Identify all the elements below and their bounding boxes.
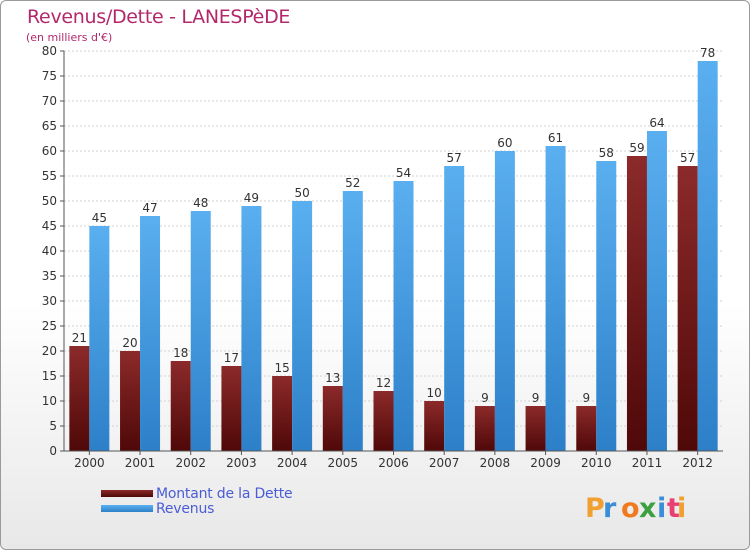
bar-dette <box>525 406 546 451</box>
chart-title: Revenus/Dette - LANESPèDE <box>27 6 291 28</box>
y-tick-label: 0 <box>49 444 57 458</box>
y-tick-label: 25 <box>42 319 57 333</box>
legend-label-dette: Montant de la Dette <box>156 486 293 502</box>
data-label: 59 <box>629 141 644 155</box>
data-label: 9 <box>582 391 590 405</box>
bar-dette <box>424 401 445 451</box>
data-label: 61 <box>548 131 563 145</box>
y-tick-label: 70 <box>42 94 57 108</box>
y-tick-label: 10 <box>42 394 57 408</box>
x-tick-label: 2001 <box>125 456 156 470</box>
bar-revenus <box>596 161 617 451</box>
y-tick-label: 45 <box>42 219 57 233</box>
bar-revenus <box>241 206 262 451</box>
y-tick-label: 35 <box>42 269 57 283</box>
bar-revenus <box>545 146 566 451</box>
bar-revenus <box>646 131 667 451</box>
bar-revenus <box>292 201 313 451</box>
data-label: 15 <box>274 361 289 375</box>
y-tick-label: 50 <box>42 194 57 208</box>
bar-revenus <box>190 211 211 451</box>
bar-dette <box>373 391 394 451</box>
data-label: 17 <box>224 351 239 365</box>
bar-revenus <box>697 61 718 451</box>
bar-dette <box>272 376 293 451</box>
x-tick-label: 2000 <box>74 456 105 470</box>
bar-dette <box>677 166 698 451</box>
bar-dette <box>170 361 191 451</box>
y-tick-label: 80 <box>42 44 57 58</box>
legend-label-revenus: Revenus <box>156 501 215 517</box>
bar-revenus <box>140 216 161 451</box>
data-label: 54 <box>396 166 411 180</box>
x-tick-label: 2007 <box>429 456 460 470</box>
bar-dette <box>576 406 597 451</box>
data-label: 58 <box>599 146 614 160</box>
data-label: 49 <box>244 191 259 205</box>
data-label: 18 <box>173 346 188 360</box>
logo-letter: o <box>621 493 640 524</box>
bar-dette <box>474 406 495 451</box>
data-label: 57 <box>680 151 695 165</box>
y-tick-label: 15 <box>42 369 57 383</box>
y-tick-label: 40 <box>42 244 57 258</box>
bar-dette <box>69 346 90 451</box>
logo-letter: x <box>639 493 656 524</box>
logo-letter: i <box>657 493 666 524</box>
bar-revenus <box>89 226 110 451</box>
x-tick-label: 2006 <box>378 456 409 470</box>
x-tick-label: 2009 <box>530 456 561 470</box>
logo-letter: r <box>603 493 617 524</box>
data-label: 47 <box>142 201 157 215</box>
legend-swatch-dette <box>101 490 153 497</box>
x-tick-label: 2011 <box>632 456 663 470</box>
data-label: 9 <box>532 391 540 405</box>
data-label: 60 <box>497 136 512 150</box>
logo-letter: i <box>677 493 686 524</box>
data-label: 52 <box>345 176 360 190</box>
logo-letter: t <box>667 493 680 524</box>
data-label: 10 <box>427 386 442 400</box>
legend-swatch-revenus <box>101 505 153 512</box>
bar-revenus <box>393 181 414 451</box>
bar-dette <box>221 366 242 451</box>
y-tick-label: 65 <box>42 119 57 133</box>
data-label: 57 <box>447 151 462 165</box>
y-tick-label: 5 <box>49 419 57 433</box>
y-tick-label: 75 <box>42 69 57 83</box>
bar-revenus <box>444 166 465 451</box>
bar-dette <box>626 156 647 451</box>
data-label: 45 <box>92 211 107 225</box>
data-label: 64 <box>649 116 664 130</box>
data-label: 20 <box>122 336 137 350</box>
y-tick-label: 55 <box>42 169 57 183</box>
data-label: 78 <box>700 46 715 60</box>
x-tick-label: 2010 <box>581 456 612 470</box>
data-label: 9 <box>481 391 489 405</box>
logo-letter: P <box>585 493 605 524</box>
bar-revenus <box>342 191 363 451</box>
data-label: 50 <box>294 186 309 200</box>
data-label: 48 <box>193 196 208 210</box>
y-tick-label: 20 <box>42 344 57 358</box>
x-tick-label: 2005 <box>328 456 359 470</box>
data-label: 12 <box>376 376 391 390</box>
x-tick-label: 2008 <box>480 456 511 470</box>
x-tick-label: 2003 <box>226 456 257 470</box>
bar-revenus <box>494 151 515 451</box>
chart-subtitle: (en milliers d'€) <box>26 31 113 44</box>
data-label: 21 <box>72 331 87 345</box>
data-label: 13 <box>325 371 340 385</box>
x-tick-label: 2002 <box>175 456 206 470</box>
proxiti-logo: Pr o x i ti <box>585 493 686 524</box>
x-tick-label: 2004 <box>277 456 308 470</box>
x-tick-label: 2012 <box>682 456 713 470</box>
y-tick-label: 30 <box>42 294 57 308</box>
bar-dette <box>322 386 343 451</box>
bar-dette <box>120 351 141 451</box>
y-tick-label: 60 <box>42 144 57 158</box>
